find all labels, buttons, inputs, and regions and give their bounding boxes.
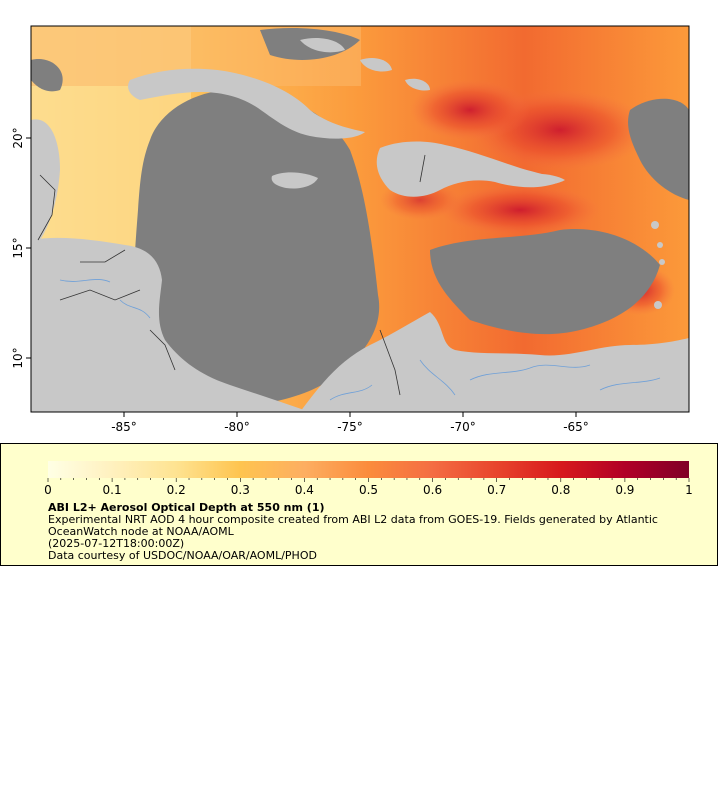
land-jamaica xyxy=(271,172,318,189)
aod-map: -85° -80° -75° -70° -65° 20° 15° 10° xyxy=(11,25,690,434)
lat-label: 10° xyxy=(11,347,25,368)
colorbar-tick-label: 0.7 xyxy=(487,483,506,497)
land-cuba xyxy=(128,68,365,139)
lon-label: -80° xyxy=(224,420,250,434)
lat-label: 20° xyxy=(11,127,25,148)
legend-panel: 0 0.1 0.2 0.3 0.4 0.5 0.6 0.7 0.8 0.9 1 ABI L2+ Ae… xyxy=(0,443,718,566)
colorbar-tick-label: 0.1 xyxy=(103,483,122,497)
colorbar-tick-label: 0.5 xyxy=(359,483,378,497)
legend-title: ABI L2+ Aerosol Optical Depth at 550 nm … xyxy=(48,501,325,514)
longitude-axis: -85° -80° -75° -70° -65° xyxy=(111,412,589,434)
colorbar-tick-label: 0.2 xyxy=(167,483,186,497)
land-central-america xyxy=(31,237,310,412)
legend-description-block: Experimental NRT AOD 4 hour composite cr… xyxy=(48,514,698,562)
colorbar-gradient xyxy=(48,461,689,478)
colorbar-tick-label: 0.3 xyxy=(231,483,250,497)
lon-label: -70° xyxy=(450,420,476,434)
colorbar-tick-label: 0.4 xyxy=(295,483,314,497)
lon-label: -85° xyxy=(111,420,137,434)
latitude-axis: 20° 15° 10° xyxy=(11,127,31,369)
legend-date: (2025-07-12T18:00:00Z) xyxy=(48,537,185,550)
colorbar: 0 0.1 0.2 0.3 0.4 0.5 0.6 0.7 0.8 0.9 1 xyxy=(44,461,693,497)
colorbar-tick-label: 0.6 xyxy=(423,483,442,497)
country-borders xyxy=(37,154,426,396)
legend-description: Experimental NRT AOD 4 hour composite cr… xyxy=(48,513,658,538)
rivers xyxy=(59,279,661,401)
colorbar-ticks: 0 0.1 0.2 0.3 0.4 0.5 0.6 0.7 0.8 0.9 1 xyxy=(44,478,693,497)
map-frame xyxy=(30,25,690,413)
no-data-region xyxy=(134,89,380,407)
land-south-america xyxy=(300,312,689,412)
land-hispaniola xyxy=(376,141,560,197)
colorbar-tick-label: 0 xyxy=(44,483,52,497)
colorbar-tick-label: 1 xyxy=(685,483,693,497)
lat-label: 15° xyxy=(11,237,25,258)
colorbar-tick-label: 0.9 xyxy=(615,483,634,497)
legend-credit: Data courtesy of USDOC/NOAA/OAR/AOML/PHO… xyxy=(48,549,317,562)
lon-label: -75° xyxy=(337,420,363,434)
colorbar-tick-label: 0.8 xyxy=(551,483,570,497)
lon-label: -65° xyxy=(563,420,589,434)
